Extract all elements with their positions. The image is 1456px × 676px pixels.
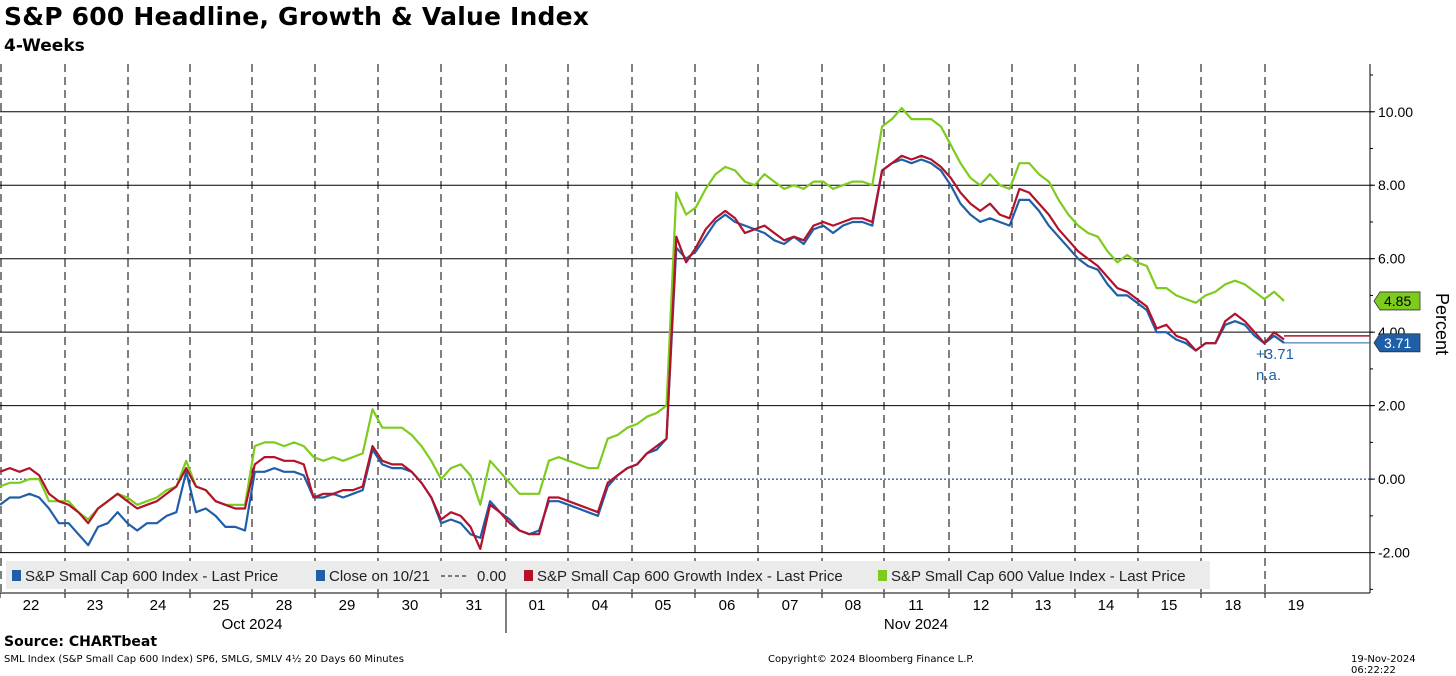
legend-swatch: [524, 570, 533, 581]
legend-swatch: [12, 570, 21, 581]
headline-series-line: [0, 158, 1285, 547]
growth-series-line: [0, 154, 1285, 551]
x-tick-label: 31: [466, 597, 483, 614]
x-tick-label: 29: [339, 597, 356, 614]
legend-label: S&P Small Cap 600 Value Index - Last Pri…: [891, 568, 1186, 585]
last-value-tag-box: [1373, 333, 1421, 353]
x-tick-label: 08: [845, 597, 862, 614]
x-tick-label: 28: [276, 597, 293, 614]
x-tick-label: 18: [1225, 597, 1242, 614]
x-tick-label: 22: [23, 597, 40, 614]
legend-label: Close on 10/21: [329, 568, 430, 585]
x-tick-label: 19: [1288, 597, 1305, 614]
x-tick-label: 25: [213, 597, 230, 614]
legend-box: [6, 561, 1210, 589]
x-tick-label: 13: [1035, 597, 1052, 614]
source-note: Source: CHARTbeat: [4, 634, 158, 650]
y-tick-label: 6.00: [1378, 251, 1405, 267]
x-tick-label: 24: [150, 597, 167, 614]
x-tick-label: 07: [782, 597, 799, 614]
change-annotation: +3.71: [1256, 346, 1294, 363]
copyright-note: Copyright© 2024 Bloomberg Finance L.P.: [768, 654, 975, 665]
x-tick-label: 15: [1161, 597, 1178, 614]
last-value-tag-box: [1373, 291, 1421, 311]
legend-label: 0.00: [477, 568, 506, 585]
na-annotation: n.a.: [1256, 367, 1281, 384]
legend-swatch: [316, 570, 325, 581]
x-tick-label: 30: [402, 597, 419, 614]
y-tick-label: 10.00: [1378, 104, 1413, 120]
last-value-tag-label: 3.71: [1384, 335, 1411, 351]
index-description: SML Index (S&P Small Cap 600 Index) SP6,…: [4, 654, 404, 665]
last-value-tag: 3.71: [1373, 333, 1421, 353]
last-value-tag-label: 4.85: [1384, 293, 1411, 309]
legend-label: S&P Small Cap 600 Growth Index - Last Pr…: [537, 568, 843, 585]
legend-swatch: [878, 570, 887, 581]
chart-title: S&P 600 Headline, Growth & Value Index: [4, 2, 590, 31]
y-axis-title: Percent: [1432, 293, 1452, 355]
y-tick-label: 0.00: [1378, 471, 1405, 487]
month-label: Nov 2024: [884, 616, 948, 633]
x-tick-label: 23: [87, 597, 104, 614]
x-tick-label: 05: [655, 597, 672, 614]
y-tick-label: 8.00: [1378, 177, 1405, 193]
chart-subtitle: 4-Weeks: [4, 36, 85, 56]
x-tick-label: 12: [973, 597, 990, 614]
x-tick-label: 11: [908, 597, 924, 614]
y-tick-label: -2.00: [1378, 545, 1410, 561]
y-tick-label: 2.00: [1378, 398, 1405, 414]
last-value-tag: 4.85: [1373, 291, 1421, 311]
x-tick-label: 04: [592, 597, 609, 614]
x-tick-label: 01: [529, 597, 546, 614]
x-tick-label: 06: [719, 597, 736, 614]
x-tick-label: 14: [1098, 597, 1115, 614]
timestamp: 19-Nov-2024 06:22:22: [1351, 654, 1416, 676]
legend-label: S&P Small Cap 600 Index - Last Price: [25, 568, 278, 585]
month-label: Oct 2024: [222, 616, 283, 633]
